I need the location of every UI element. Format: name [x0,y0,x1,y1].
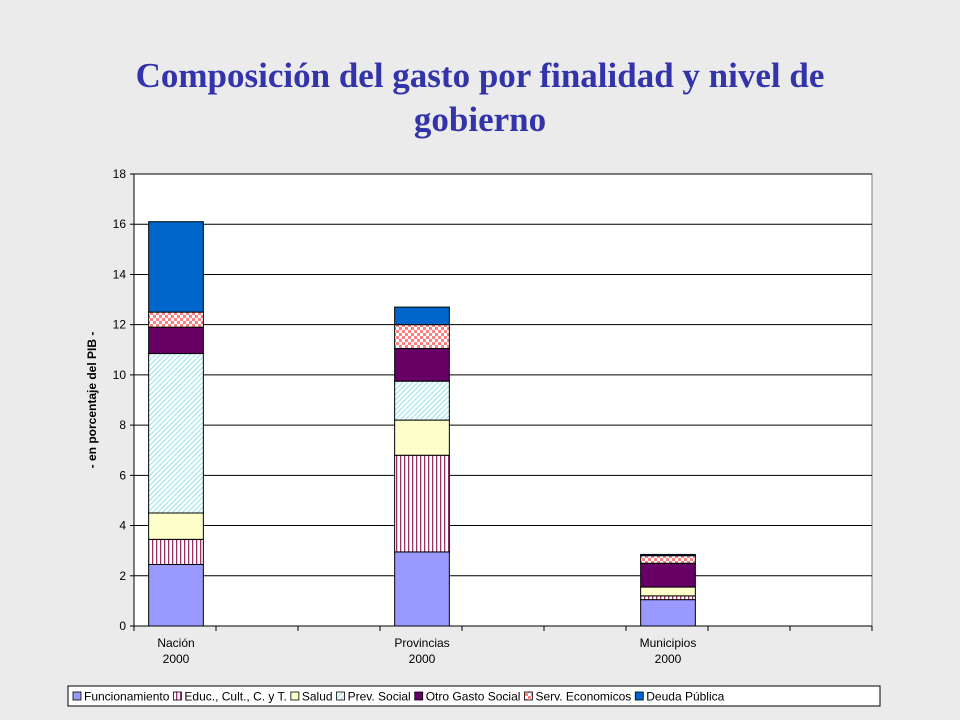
bar-segment [148,353,204,514]
chart-title-line2: gobierno [413,100,547,139]
bar-segment [640,599,696,627]
x-tick-label: Municipios [640,636,697,650]
bar-segment [148,326,204,355]
legend-swatch [336,691,345,701]
legend-entry: Otro Gasto Social [426,690,521,704]
bar-segment [148,538,204,565]
y-tick-label: 10 [113,368,127,382]
chart-title: Composición del gasto por finalidad y ni… [80,54,880,142]
grid-lines [134,173,872,577]
bar-segment [640,553,696,557]
bars [148,221,696,627]
y-axis-label: - en porcentaje del PIB - [85,332,99,469]
x-tick-label: Provincias [394,636,449,650]
x-tick-label-year: 2000 [163,652,190,666]
legend-swatch [524,691,533,701]
legend-entry: Educ., Cult., C. y T. [184,690,286,704]
y-tick-label: 6 [119,468,126,482]
y-tick-label: 14 [113,267,127,281]
legend-swatch [72,691,82,701]
bar-segment [640,595,696,601]
axes: 0 2 4 6 8 10 12 14 16 18 Nación 2000 Provincias 2000 M… [113,167,873,666]
plot-area [133,173,873,627]
bar-segment [148,512,204,540]
bar-segment [148,311,204,328]
legend-swatch [172,691,182,701]
y-tick-label: 8 [119,418,126,432]
y-tick-label: 16 [113,217,127,231]
chart-title-line1: Composición del gasto por finalidad y ni… [135,56,825,95]
y-tick-label: 12 [113,318,127,332]
bar-segment [394,306,450,326]
bar-segment [394,419,450,456]
bar-segment [148,563,204,627]
legend-entry: Deuda Pública [646,690,724,704]
x-tick-label-year: 2000 [655,652,682,666]
legend-swatch [634,691,644,701]
legend: Funcionamiento Educ., Cult., C. y T. Salud… [67,685,881,707]
bar-segment [640,586,696,597]
bar-segment [640,562,696,588]
y-tick-label: 18 [113,167,127,181]
legend-box [67,685,881,707]
bar-segment [640,555,696,564]
y-tick-label: 2 [119,569,126,583]
legend-entry: Funcionamiento [84,690,170,704]
bar-segment [148,221,204,313]
legend-entry: Salud [302,690,333,704]
bar-segment [394,551,450,627]
legend-swatch [290,691,300,701]
legend-swatch [414,691,424,701]
x-tick-label-year: 2000 [409,652,436,666]
bar-segment [394,324,450,350]
bar-segment [394,454,450,553]
bar-segment [394,348,450,382]
y-tick-label: 4 [119,519,126,533]
y-tick-label: 0 [119,619,126,633]
legend-entry: Prev. Social [348,690,411,704]
bar-segment [394,380,450,421]
x-tick-label: Nación [157,636,194,650]
legend-entry: Serv. Economicos [535,690,631,704]
